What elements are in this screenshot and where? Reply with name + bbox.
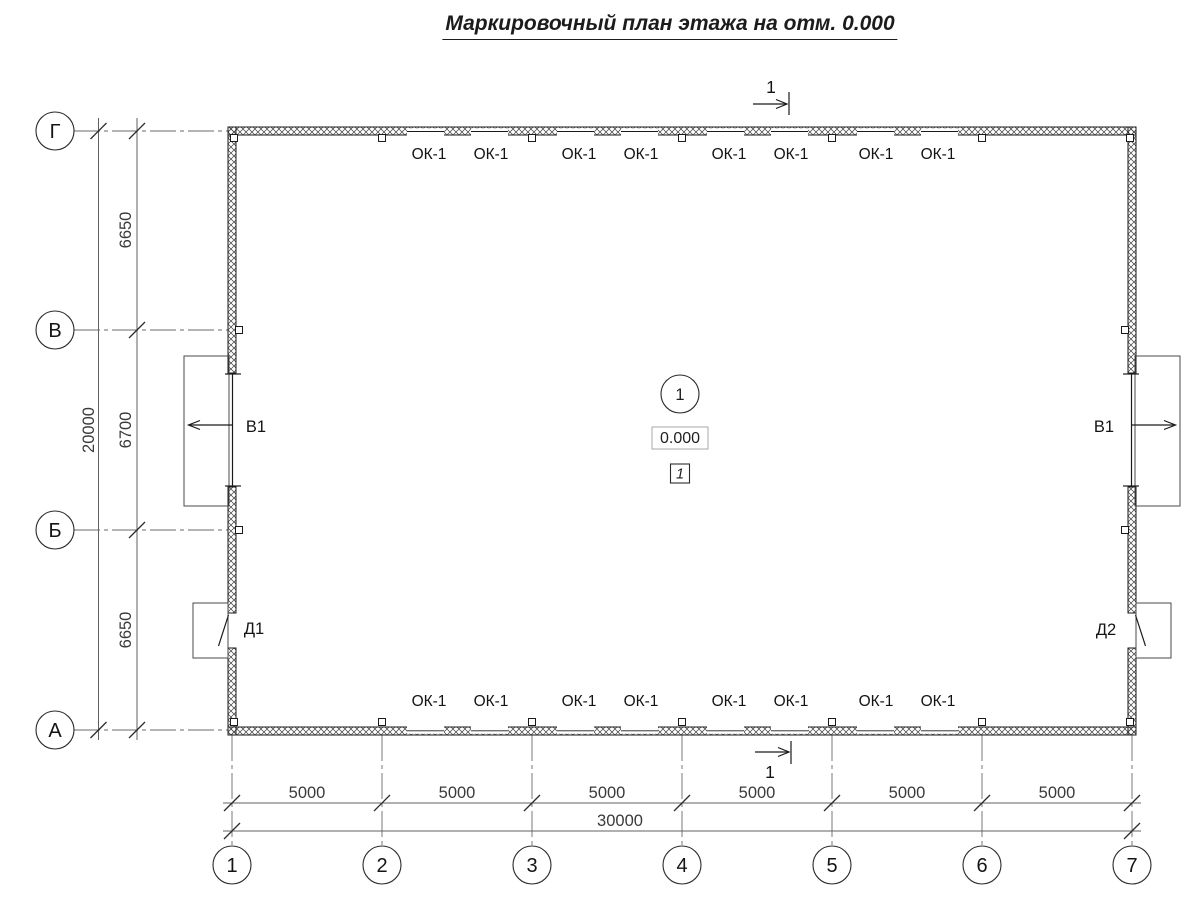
window-label: ОК-1 [474,693,509,710]
gate-left-arrow-icon [186,419,201,431]
door-left-label: Д1 [244,620,264,638]
window-label: ОК-1 [412,693,447,710]
row-axis-label: А [48,720,62,742]
window-label: ОК-1 [921,146,956,163]
row-axis-label: Г [50,121,61,143]
gate-right-label: В1 [1094,418,1114,436]
window-labels-bottom: ОК-1 ОК-1 ОК-1 ОК-1 ОК-1 ОК-1 ОК-1 ОК-1 [412,693,956,710]
section-mark-top: 1 [753,77,790,115]
building-walls [227,126,1137,736]
window-label: ОК-1 [624,693,659,710]
row-axis-bubbles: Г В Б А [35,111,75,750]
window-label: ОК-1 [712,693,747,710]
gate-right-arrow-icon [1163,419,1178,431]
dim-bottom-seg: 5000 [739,784,776,802]
section-label: 1 [766,77,776,97]
column-marks [230,134,1134,726]
window-labels-top: ОК-1 ОК-1 ОК-1 ОК-1 ОК-1 ОК-1 ОК-1 ОК-1 [412,146,956,163]
plan-title: Маркировочный план этажа на отм. 0.000 [442,12,898,40]
window-label: ОК-1 [921,693,956,710]
window-label: ОК-1 [562,693,597,710]
door-right [1134,602,1172,659]
window-label: ОК-1 [774,693,809,710]
door-right-label: Д2 [1096,621,1116,639]
left-dimension-lines [90,118,146,740]
dim-bottom-seg: 5000 [289,784,326,802]
section-arrow-icon [777,746,791,758]
gate-right [1123,355,1181,507]
door-left [192,602,230,659]
row-axis-label: В [48,320,61,342]
section-mark-bottom: 1 [755,741,792,782]
col-axis-label: 5 [826,855,837,877]
grid-axis-lines [74,130,1133,846]
col-axis-label: 4 [676,855,687,877]
bottom-wall-windows [407,726,958,734]
room-annotation: 1 0.000 1 [651,374,709,484]
gate-left [183,355,241,507]
dim-bottom-seg: 5000 [589,784,626,802]
dim-bottom-seg: 5000 [1039,784,1076,802]
col-axis-label: 1 [226,855,237,877]
dim-left-seg1: 6650 [117,212,135,249]
window-label: ОК-1 [624,146,659,163]
dim-left-seg2: 6700 [117,412,135,449]
window-label: ОК-1 [859,693,894,710]
col-axis-label: 6 [976,855,987,877]
dim-left-seg3: 6650 [117,612,135,649]
window-label: ОК-1 [859,146,894,163]
gate-left-label: В1 [246,418,266,436]
dim-bottom-seg: 5000 [889,784,926,802]
top-wall-windows [407,128,958,136]
row-axis-label: Б [48,520,61,542]
col-axis-label: 3 [526,855,537,877]
bottom-dimension-lines [223,794,1141,840]
dim-bottom-total: 30000 [597,812,643,830]
dim-left-total: 20000 [80,407,98,453]
column-axis-bubbles: 1 2 3 4 5 6 7 [212,845,1152,885]
section-label: 1 [765,762,775,782]
section-arrow-icon [775,98,789,110]
window-label: ОК-1 [774,146,809,163]
window-label: ОК-1 [412,146,447,163]
col-axis-label: 2 [376,855,387,877]
floor-type-mark: 1 [676,467,684,483]
window-label: ОК-1 [474,146,509,163]
window-label: ОК-1 [712,146,747,163]
dim-bottom-seg: 5000 [439,784,476,802]
dimension-texts: 6650 6700 6650 20000 5000 5000 5000 5000… [80,212,1075,830]
room-number: 1 [675,386,684,404]
col-axis-label: 7 [1126,855,1137,877]
window-label: ОК-1 [562,146,597,163]
elevation-mark: 0.000 [660,430,700,447]
